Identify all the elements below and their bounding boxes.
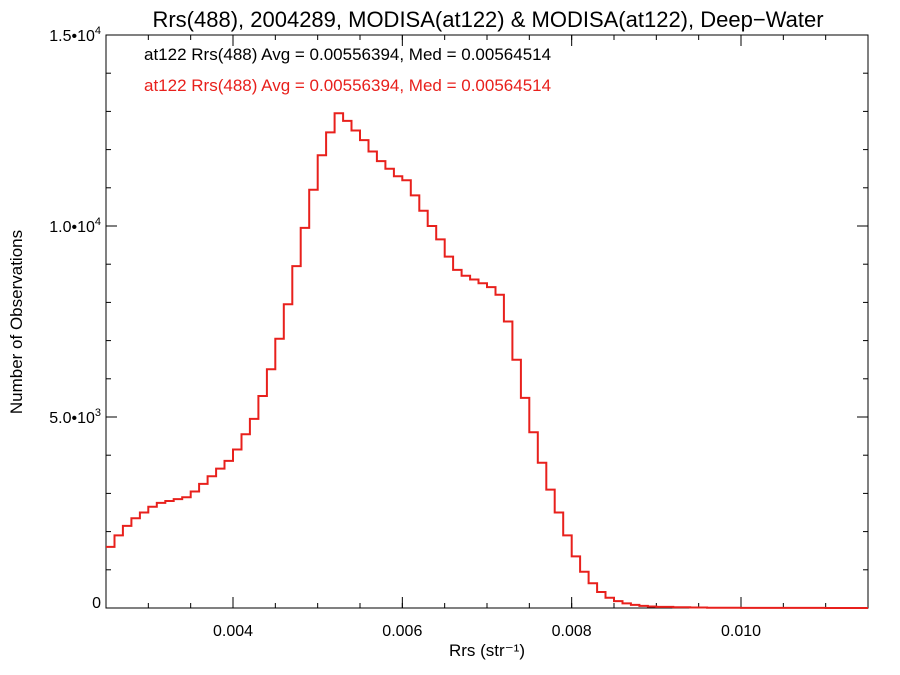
major-ticks bbox=[106, 34, 868, 609]
y-tick-label: 1.0•104 bbox=[49, 216, 101, 236]
y-tick-label: 0 bbox=[92, 595, 101, 612]
x-tick-label: 0.008 bbox=[552, 623, 592, 640]
minor-ticks bbox=[105, 34, 869, 609]
x-axis-label: Rrs (str⁻¹) bbox=[449, 641, 525, 660]
x-tick-label: 0.006 bbox=[382, 623, 422, 640]
series-step-line bbox=[106, 112, 868, 609]
y-tick-label: 5.0•103 bbox=[49, 407, 101, 427]
y-tick-label: 1.5•104 bbox=[49, 25, 101, 45]
plot-frame bbox=[105, 34, 869, 609]
x-tick-label: 0.010 bbox=[721, 623, 761, 640]
annotation-red: at122 Rrs(488) Avg = 0.00556394, Med = 0… bbox=[144, 76, 551, 95]
annotation-black: at122 Rrs(488) Avg = 0.00556394, Med = 0… bbox=[144, 45, 551, 64]
y-axis-label: Number of Observations bbox=[7, 230, 26, 414]
x-tick-labels: 0.004 0.006 0.008 0.010 bbox=[213, 623, 761, 640]
y-tick-labels: 0 5.0•103 1.0•104 1.5•104 bbox=[49, 25, 101, 612]
x-tick-label: 0.004 bbox=[213, 623, 253, 640]
chart-title: Rrs(488), 2004289, MODISA(at122) & MODIS… bbox=[152, 7, 823, 32]
